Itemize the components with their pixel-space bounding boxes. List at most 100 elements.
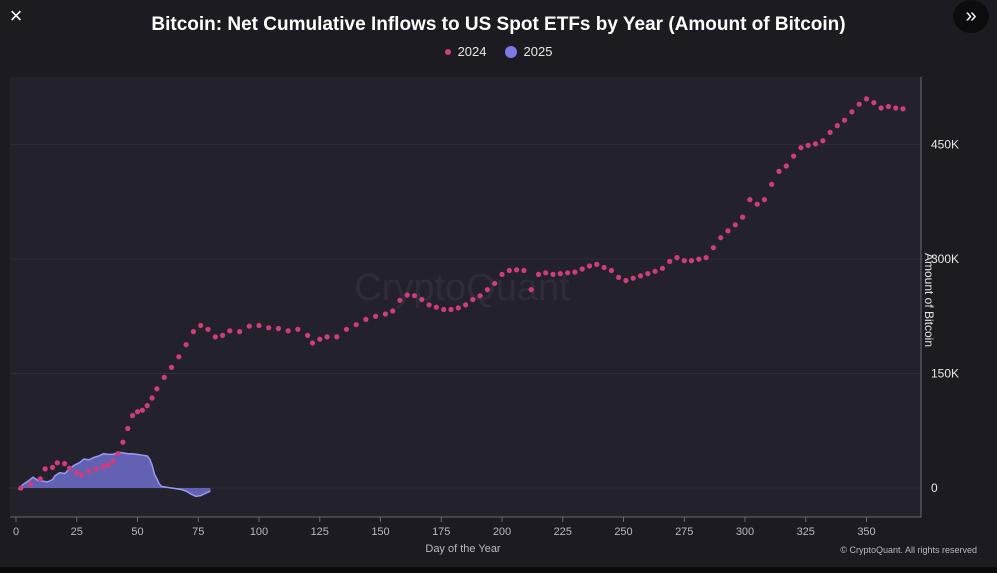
series-2024-point	[37, 476, 43, 482]
series-2024-point	[324, 334, 330, 340]
series-2024-point	[237, 329, 243, 335]
x-tick-label: 100	[250, 526, 268, 538]
x-tick-label: 50	[131, 526, 143, 538]
x-axis-ticks: 0 25 50 75 100 125 150 175 200 225 250 275 300 325 350	[13, 517, 876, 538]
series-2024-point	[93, 466, 99, 472]
expand-icon[interactable]: »	[953, 0, 989, 33]
series-2024-point	[256, 322, 262, 329]
series-2024-point	[885, 103, 892, 110]
series-2024-point	[433, 304, 439, 310]
series-2024-point	[404, 292, 410, 298]
series-2024-point	[227, 328, 233, 334]
series-2024-point	[363, 316, 369, 322]
series-2024-point	[667, 258, 673, 264]
series-2024-point	[842, 117, 848, 123]
series-2024-point	[42, 466, 48, 472]
series-2024-point	[144, 403, 150, 409]
series-2024-point	[295, 326, 301, 332]
series-2024-point	[470, 296, 476, 303]
series-2024-point	[28, 481, 34, 487]
series-2024-point	[134, 409, 141, 415]
x-axis-label: Day of the Year	[425, 543, 501, 555]
x-tick-label: 175	[432, 526, 450, 538]
series-2025-area	[17, 451, 211, 498]
series-2024-point	[492, 280, 498, 287]
plot-area	[10, 77, 921, 517]
series-2024-point	[565, 270, 571, 276]
series-2024-point	[115, 451, 121, 457]
series-2024-point	[477, 293, 483, 299]
series-2024-point	[149, 395, 155, 401]
series-2024-point	[696, 256, 702, 262]
series-2024-point	[703, 255, 709, 261]
series-2024-point	[630, 275, 636, 281]
legend-item-2024[interactable]: 2024	[444, 44, 487, 59]
series-2024-point	[397, 297, 403, 303]
series-2024-point	[681, 258, 687, 264]
series-2024-point	[190, 329, 196, 335]
series-2024-point	[266, 325, 272, 331]
series-2024-point	[586, 263, 593, 269]
series-2024-point	[309, 340, 316, 346]
legend-label-2025: 2025	[523, 44, 553, 59]
x-tick-label: 75	[192, 526, 204, 538]
series-2024-point	[161, 374, 167, 380]
series-2024-point	[623, 277, 629, 284]
series-2024-point	[791, 153, 797, 159]
series-2024-point	[856, 101, 862, 107]
series-2025-line	[17, 451, 211, 498]
series-2024-point	[86, 468, 92, 474]
series-2024-point	[732, 222, 738, 228]
series-2024-point	[616, 274, 622, 280]
series-2024-point	[783, 163, 789, 169]
series-2024-point	[900, 106, 906, 112]
series-2024-point	[528, 287, 534, 293]
series-2024-point	[246, 323, 252, 329]
series-2024-point	[139, 407, 145, 413]
series-2024-point	[645, 271, 651, 277]
credits-text: © CryptoQuant. All rights reserved	[840, 545, 977, 555]
series-2024-point	[390, 308, 396, 314]
series-2024-point	[849, 109, 855, 115]
series-2024-point	[535, 271, 542, 277]
x-tick-label: 250	[614, 526, 632, 538]
series-2024-point	[212, 334, 218, 340]
close-icon[interactable]: ×	[9, 3, 23, 28]
series-2024-point	[514, 267, 520, 273]
series-2024-point	[798, 145, 804, 151]
series-2024-point	[305, 332, 311, 338]
x-tick-label: 325	[797, 526, 815, 538]
series-2024-point	[725, 228, 731, 234]
series-2024-point	[776, 168, 782, 174]
series-2024-point	[110, 458, 116, 464]
series-2024-point	[285, 328, 291, 334]
series-2024-point	[827, 129, 833, 135]
series-2024-point	[275, 325, 281, 332]
legend-item-2025[interactable]: 2025	[504, 44, 553, 59]
series-2024-point	[594, 261, 600, 267]
series-2024-point	[747, 197, 753, 203]
x-tick-label: 0	[13, 526, 19, 538]
series-2024-point	[834, 123, 840, 129]
series-2024-point	[718, 235, 724, 241]
series-2024-point	[125, 425, 131, 432]
legend-dot-2025-icon	[504, 45, 517, 58]
series-2024-point	[441, 306, 447, 313]
x-tick-label: 300	[736, 526, 754, 538]
series-2024-point	[353, 322, 359, 328]
series-2024-point	[812, 141, 819, 147]
series-2024-point	[871, 100, 877, 106]
series-2024-point	[411, 293, 418, 299]
series-2024-point	[637, 273, 644, 279]
y-tick-label: 0	[931, 481, 938, 495]
watermark-text: CryptoQuant	[354, 267, 570, 309]
series-2024-point	[572, 269, 578, 275]
y-tick-label: 450K	[931, 138, 959, 152]
series-2024-point	[66, 465, 73, 471]
series-2024-point	[130, 412, 136, 419]
series-2024-point	[105, 462, 111, 468]
series-2024-point	[878, 105, 884, 111]
series-2024-point	[317, 336, 323, 342]
x-tick-label: 275	[675, 526, 693, 538]
series-2024-point	[579, 266, 585, 272]
